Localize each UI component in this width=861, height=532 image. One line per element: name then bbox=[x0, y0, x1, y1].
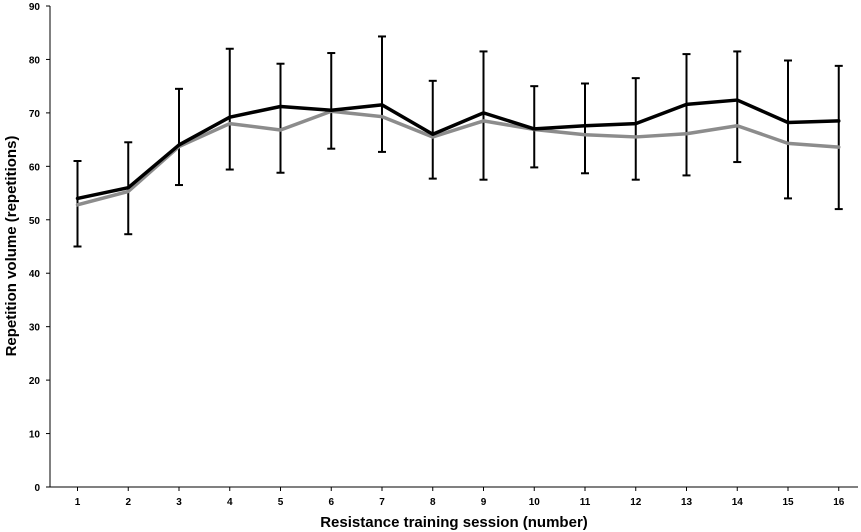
series-line-1 bbox=[75, 98, 841, 201]
x-tick-label: 4 bbox=[227, 497, 233, 508]
y-tick-label: 10 bbox=[29, 430, 41, 441]
y-tick-label: 80 bbox=[29, 55, 41, 66]
x-tick-label: 9 bbox=[481, 497, 487, 508]
x-tick-label: 11 bbox=[580, 497, 591, 508]
y-tick-label: 90 bbox=[29, 2, 41, 13]
y-axis-title: Repetition volume (repetitions) bbox=[3, 136, 20, 357]
x-axis: 1 2 3 4 5 6 7 8 9 10 11 12 13 14 15 16 bbox=[50, 486, 858, 508]
y-tick-label: 20 bbox=[29, 376, 41, 387]
x-tick-label: 2 bbox=[125, 497, 131, 508]
y-tick-label: 70 bbox=[29, 109, 41, 120]
x-tick-label: 3 bbox=[176, 497, 182, 508]
x-tick-label: 16 bbox=[833, 497, 845, 508]
y-tick-label: 60 bbox=[29, 162, 41, 173]
x-tick-label: 8 bbox=[430, 497, 436, 508]
x-tick-label: 15 bbox=[782, 497, 794, 508]
x-tick-label: 14 bbox=[732, 497, 744, 508]
x-tick-label: 10 bbox=[529, 497, 541, 508]
x-tick-label: 1 bbox=[75, 497, 81, 508]
y-tick-label: 40 bbox=[29, 269, 41, 280]
x-tick-label: 5 bbox=[278, 497, 284, 508]
y-tick-label: 50 bbox=[29, 216, 41, 227]
y-axis: 0 10 20 30 40 50 60 70 80 90 bbox=[29, 2, 51, 494]
y-tick-label: 0 bbox=[34, 483, 40, 494]
x-tick-label: 12 bbox=[630, 497, 642, 508]
y-tick-label: 30 bbox=[29, 323, 41, 334]
series-lines bbox=[75, 98, 841, 207]
series-line-2 bbox=[75, 109, 841, 207]
x-tick-label: 6 bbox=[328, 497, 334, 508]
error-bars bbox=[73, 35, 843, 248]
x-tick-label: 7 bbox=[379, 497, 385, 508]
x-axis-title: Resistance training session (number) bbox=[320, 514, 588, 531]
x-tick-label: 13 bbox=[681, 497, 693, 508]
